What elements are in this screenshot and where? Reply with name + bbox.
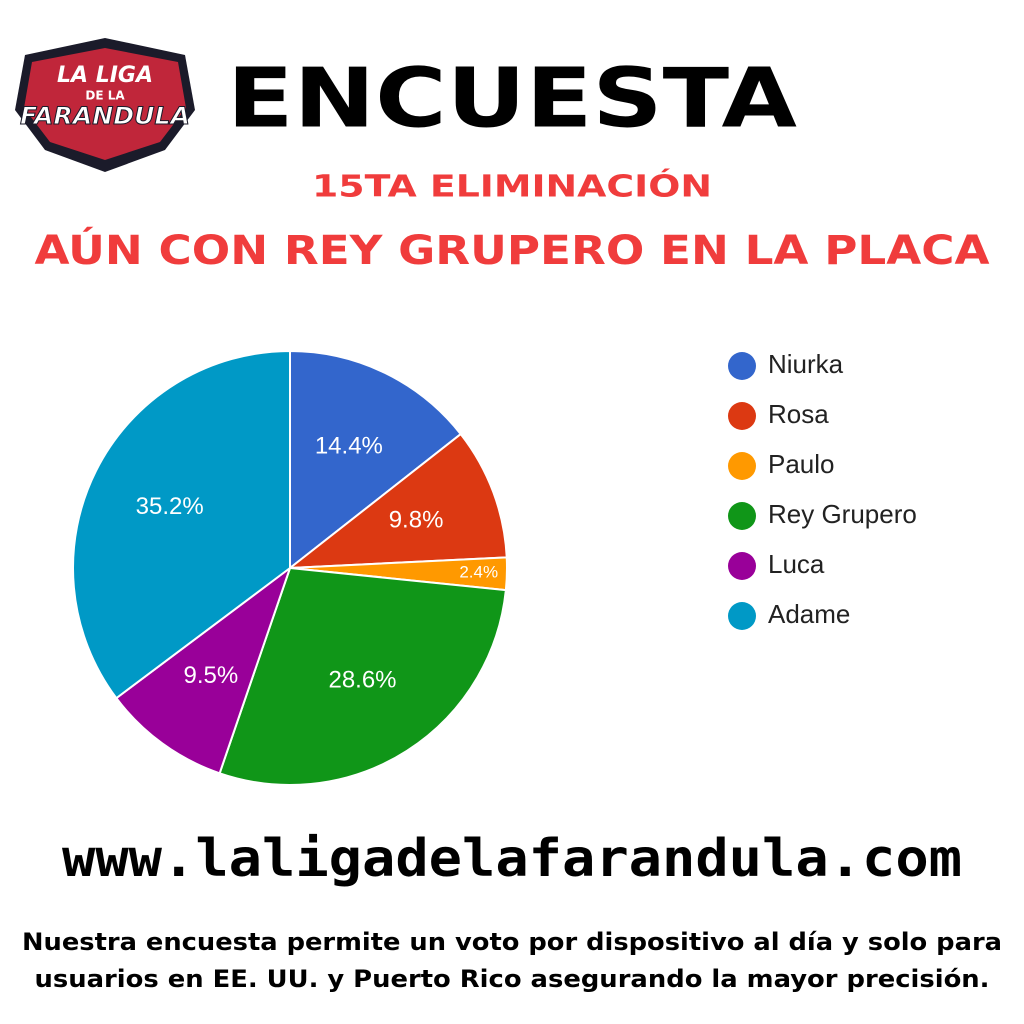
logo-text: DE LA bbox=[85, 89, 125, 103]
legend-swatch bbox=[728, 402, 756, 430]
legend-swatch bbox=[728, 352, 756, 380]
pie-slice bbox=[72, 349, 291, 700]
logo-text: FARANDULA bbox=[20, 102, 190, 130]
legend-swatch bbox=[728, 502, 756, 530]
logo: LA LIGA DE LA FARANDULA bbox=[15, 38, 195, 172]
pie-slice bbox=[218, 566, 507, 786]
subtitle: 15TA ELIMINACIÓN bbox=[312, 168, 712, 205]
legend-label: Rosa bbox=[768, 399, 829, 429]
pie-slice bbox=[289, 349, 463, 571]
legend-label: Paulo bbox=[768, 449, 835, 479]
legend-label: Adame bbox=[768, 599, 850, 629]
logo-inner bbox=[24, 48, 186, 160]
slice-label: 9.8% bbox=[389, 506, 444, 533]
pie-slice bbox=[286, 432, 508, 570]
legend-label: Niurka bbox=[768, 349, 844, 379]
slice-label: 28.6% bbox=[328, 667, 396, 694]
note: Nuestra encuesta permite un voto por dis… bbox=[22, 928, 1002, 956]
logo-text: LA LIGA bbox=[57, 63, 153, 88]
legend-swatch bbox=[728, 452, 756, 480]
note: usuarios en EE. UU. y Puerto Rico asegur… bbox=[35, 965, 990, 993]
legend-swatch bbox=[728, 602, 756, 630]
slice-label: 9.5% bbox=[183, 662, 238, 689]
slice-label: 35.2% bbox=[136, 493, 204, 520]
legend-label: Luca bbox=[768, 549, 825, 579]
subtitle: AÚN CON REY GRUPERO EN LA PLACA bbox=[35, 226, 990, 274]
legend-label: Rey Grupero bbox=[768, 499, 917, 529]
website: www.laligadelafarandula.com bbox=[62, 829, 962, 889]
legend: Niurka Rosa Paulo Rey Grupero Luca Adame bbox=[728, 349, 917, 630]
pie-slice bbox=[114, 565, 292, 775]
pie: 14.4% 9.8% 2.4% 28.6% 9.5% 35.2% bbox=[72, 349, 508, 786]
slice-label: 14.4% bbox=[315, 432, 383, 459]
slice-label: 2.4% bbox=[459, 563, 498, 582]
chart-title: ENCUESTA bbox=[227, 51, 798, 146]
legend-swatch bbox=[728, 552, 756, 580]
